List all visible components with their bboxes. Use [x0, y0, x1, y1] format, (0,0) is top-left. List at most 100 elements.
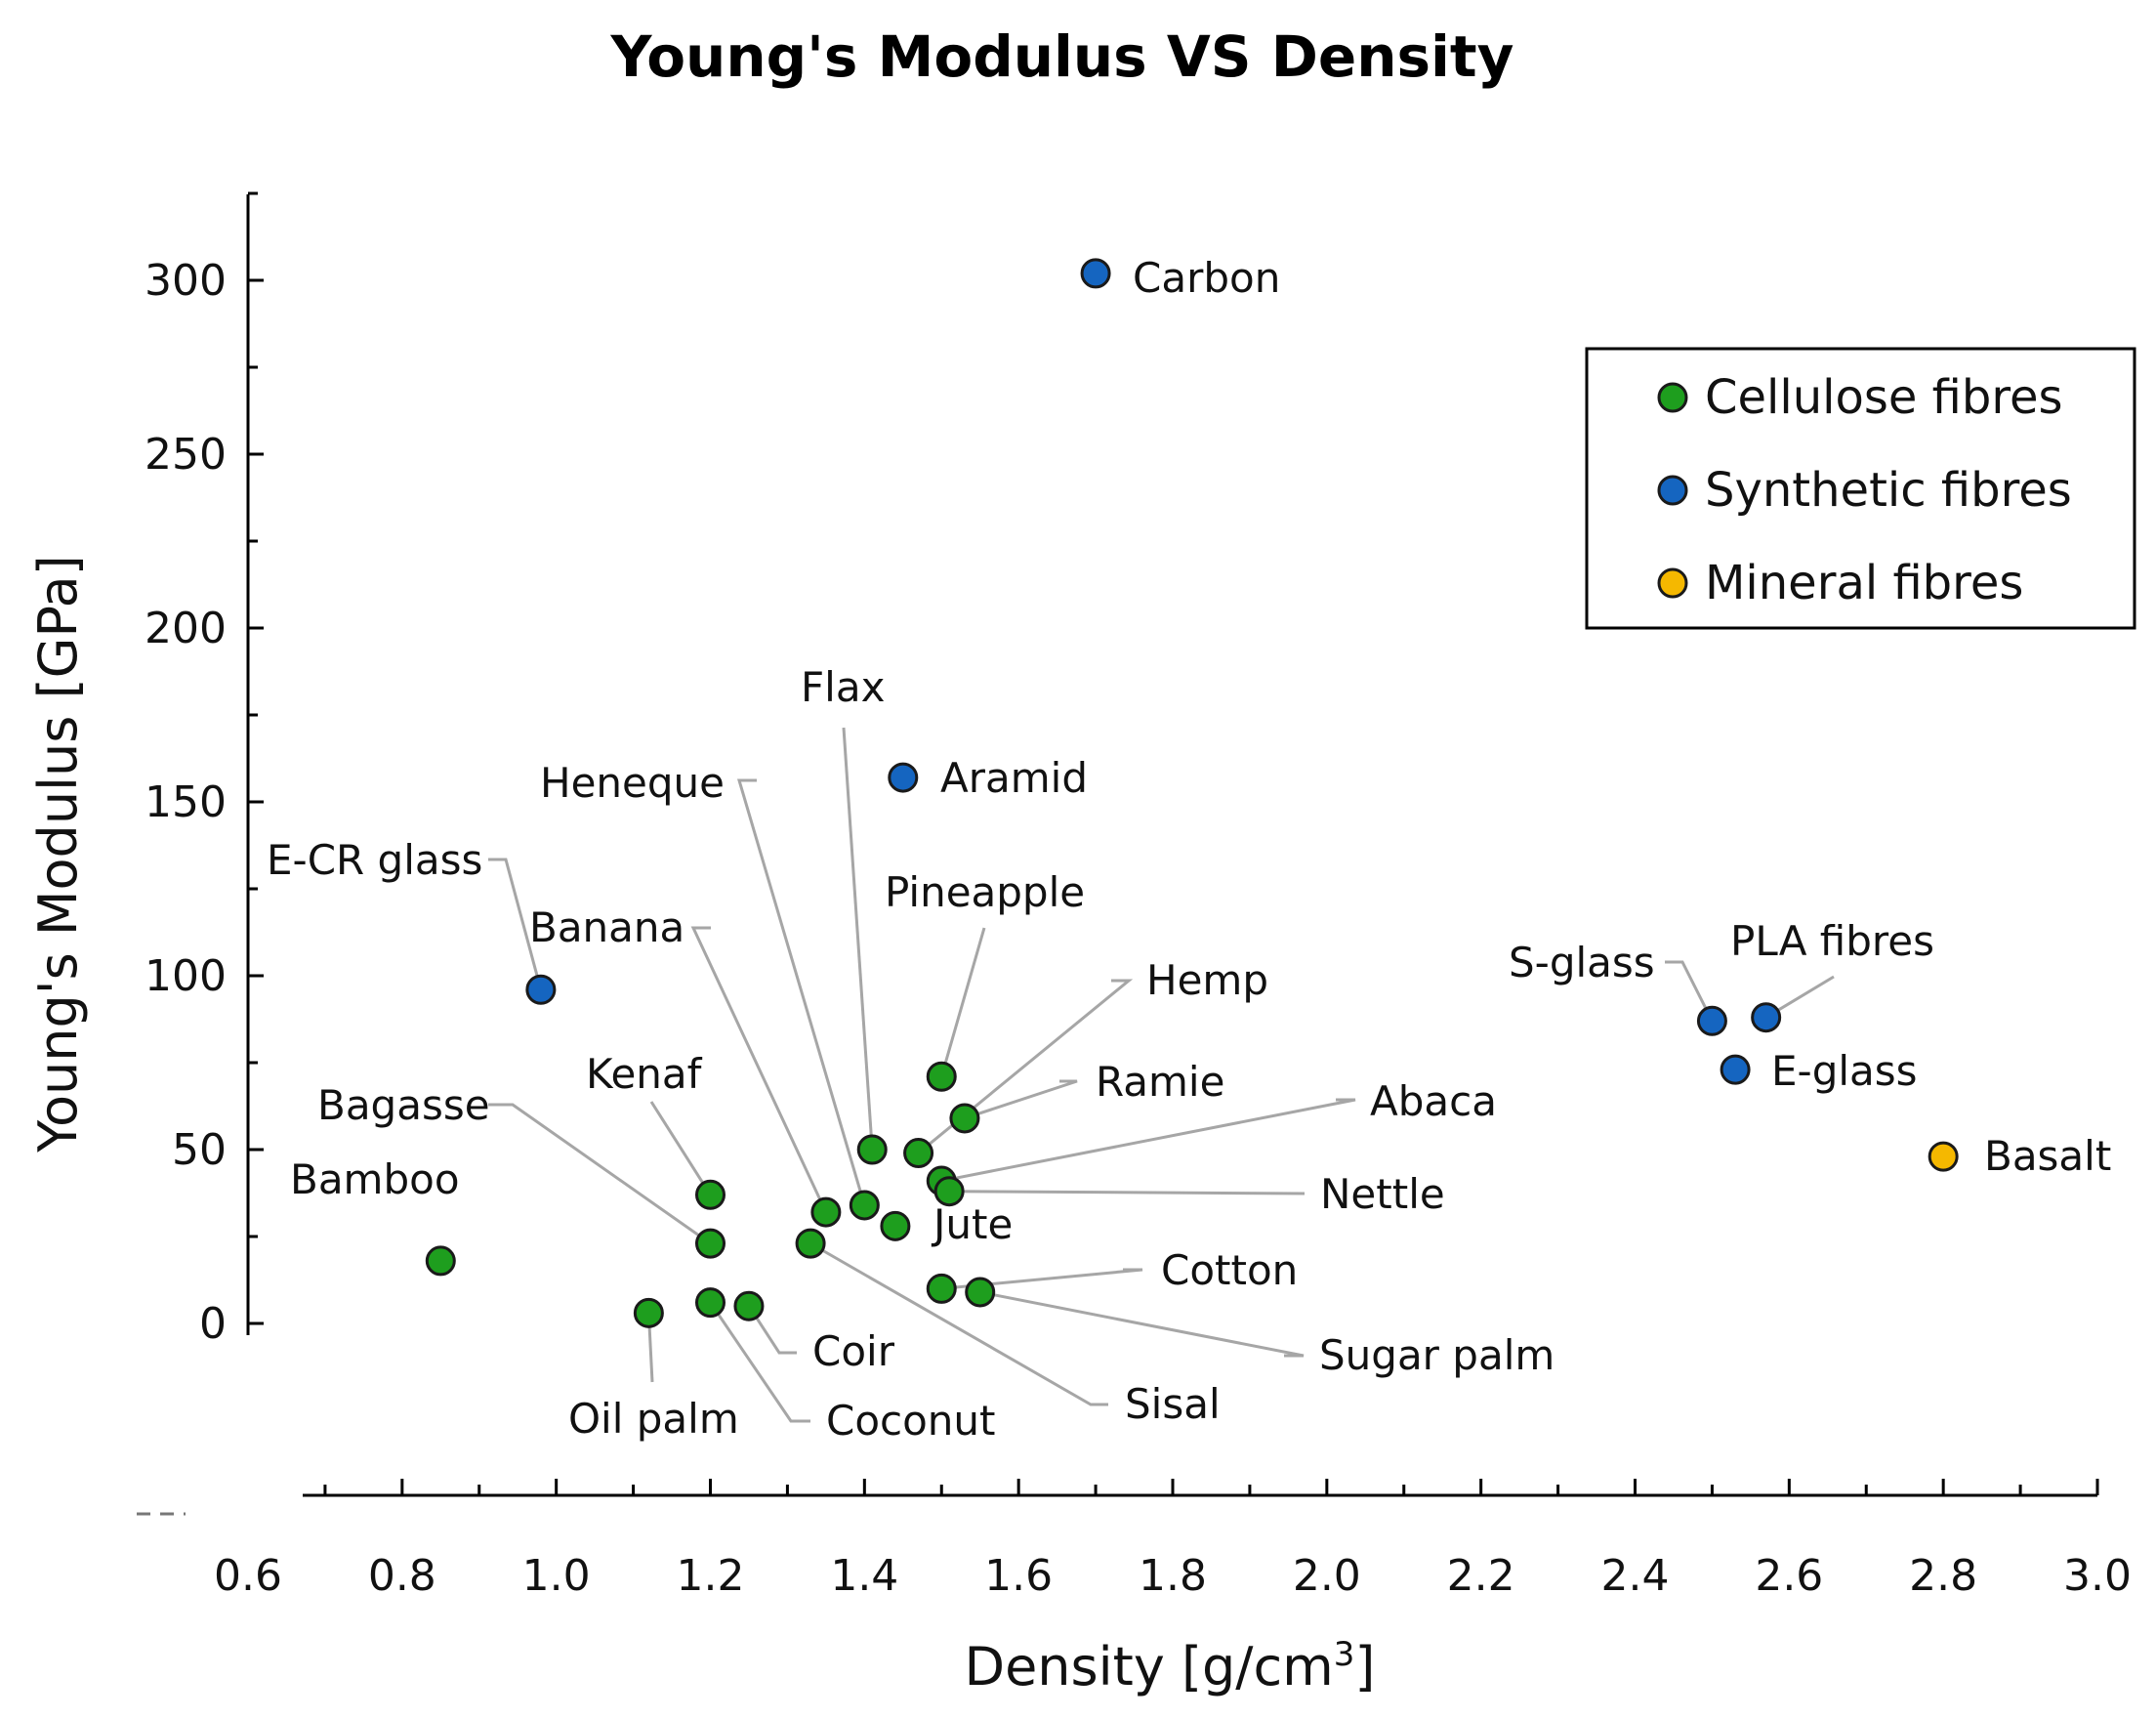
data-point	[733, 1290, 765, 1321]
point-label: Abaca	[1370, 1077, 1497, 1125]
x-tick-label: 1.0	[522, 1551, 591, 1601]
data-point	[1696, 1005, 1727, 1036]
leader-line	[940, 1098, 1356, 1183]
data-point	[880, 1210, 911, 1241]
x-tick-label: 0.8	[368, 1551, 436, 1601]
x-tick-label: 1.2	[677, 1551, 745, 1601]
x-tick-label: 1.4	[830, 1551, 898, 1601]
data-point	[903, 1138, 934, 1169]
x-tick-label: 0.6	[214, 1551, 282, 1601]
x-tick-label: 2.2	[1447, 1551, 1515, 1601]
leader-line	[488, 1103, 712, 1245]
x-axis-label: Density [g/cm3]	[964, 1635, 1375, 1698]
data-point	[933, 1176, 965, 1207]
point-label: Coir	[812, 1327, 895, 1375]
y-axis-ticks: 0 50 100 150 200 250 300	[145, 191, 264, 1349]
point-label: Oil palm	[568, 1395, 739, 1443]
y-tick-label: 0	[199, 1299, 227, 1349]
point-label: Carbon	[1133, 254, 1280, 302]
legend: Cellulose fibres Synthetic fibres Minera…	[1585, 347, 2136, 630]
legend-marker-cellulose	[1657, 382, 1688, 413]
leader-line	[488, 858, 543, 990]
x-tick-label: 2.8	[1909, 1551, 1977, 1601]
point-label: Banana	[529, 903, 684, 951]
point-label: PLA fibres	[1730, 917, 1934, 965]
x-tick-label: 1.8	[1139, 1551, 1207, 1601]
point-label: Pineapple	[885, 868, 1085, 916]
x-tick-label: 2.0	[1293, 1551, 1361, 1601]
leader-line	[809, 1241, 1108, 1406]
x-axis-label-end: ]	[1354, 1636, 1375, 1698]
x-axis-label-superscript: 3	[1334, 1635, 1355, 1674]
point-label: Sugar palm	[1319, 1331, 1555, 1379]
data-point	[949, 1103, 980, 1134]
data-points	[425, 258, 1959, 1328]
point-label: E-CR glass	[267, 836, 482, 884]
data-point	[1720, 1054, 1751, 1085]
y-tick-label: 100	[145, 951, 227, 1001]
point-label: Nettle	[1320, 1170, 1445, 1218]
y-tick-label: 50	[172, 1125, 227, 1175]
point-label: Aramid	[940, 754, 1088, 802]
leader-line	[709, 1301, 810, 1423]
data-point	[633, 1297, 664, 1328]
y-tick-label: 300	[145, 256, 227, 306]
data-point	[695, 1179, 726, 1210]
data-point	[810, 1196, 842, 1228]
leader-line	[1665, 960, 1714, 1022]
data-point	[856, 1134, 888, 1165]
data-point	[888, 762, 919, 793]
point-label: E-glass	[1771, 1047, 1918, 1095]
x-tick-label: 1.6	[984, 1551, 1053, 1601]
point-label: Flax	[801, 663, 885, 711]
point-label: Coconut	[826, 1397, 996, 1445]
point-label: Cotton	[1161, 1246, 1298, 1294]
legend-label-synthetic: Synthetic fibres	[1705, 463, 2072, 518]
point-label: Hemp	[1146, 956, 1268, 1004]
legend-marker-synthetic	[1657, 475, 1688, 506]
leader-line	[736, 778, 866, 1206]
leader-line	[690, 926, 828, 1213]
y-tick-label: 150	[145, 777, 227, 827]
data-point	[425, 1245, 456, 1277]
point-label: Jute	[931, 1200, 1013, 1248]
data-point	[695, 1287, 726, 1319]
chart-title: Young's Modulus VS Density	[610, 23, 1514, 90]
point-label: Bamboo	[290, 1155, 460, 1203]
leader-line	[949, 1190, 1306, 1195]
data-point	[1928, 1141, 1959, 1172]
data-point	[926, 1061, 957, 1092]
point-label: Bagasse	[317, 1081, 490, 1129]
x-tick-label: 2.4	[1601, 1551, 1670, 1601]
leader-line	[747, 1305, 797, 1355]
x-axis-label-main: Density [g/cm	[964, 1636, 1333, 1698]
point-label: Basalt	[1984, 1132, 2111, 1180]
point-label: Ramie	[1096, 1058, 1224, 1106]
x-tick-label: 3.0	[2063, 1551, 2132, 1601]
leader-line	[939, 927, 986, 1077]
data-point	[1751, 1002, 1782, 1033]
legend-marker-mineral	[1657, 567, 1688, 599]
point-labels: Bamboo Kenaf Bagasse Oil palm Coconut Coir Sis…	[267, 254, 2111, 1445]
data-point	[965, 1277, 996, 1308]
leader-line	[649, 1101, 712, 1196]
data-point	[525, 974, 557, 1005]
x-tick-label: 2.6	[1755, 1551, 1823, 1601]
data-point	[795, 1228, 826, 1259]
point-label: Sisal	[1125, 1380, 1221, 1428]
leader-line	[842, 727, 874, 1151]
y-axis-label: Young's Modulus [GPa]	[27, 555, 89, 1153]
point-label: S-glass	[1509, 939, 1655, 986]
legend-label-cellulose: Cellulose fibres	[1705, 370, 2063, 425]
point-label: Heneque	[540, 759, 725, 807]
point-label: Kenaf	[586, 1050, 703, 1098]
data-point	[1080, 258, 1111, 289]
leader-lines	[488, 727, 1835, 1423]
x-axis-ticks: 0.6 0.8 1.0 1.2 1.4 1.6 1.8 2.0 2.2 2.4 2.6 2.8 3.0	[214, 1479, 2132, 1601]
data-point	[926, 1273, 957, 1304]
y-tick-label: 200	[145, 604, 227, 653]
data-point	[849, 1190, 880, 1221]
leader-line	[964, 1079, 1078, 1120]
y-tick-label: 250	[145, 430, 227, 480]
